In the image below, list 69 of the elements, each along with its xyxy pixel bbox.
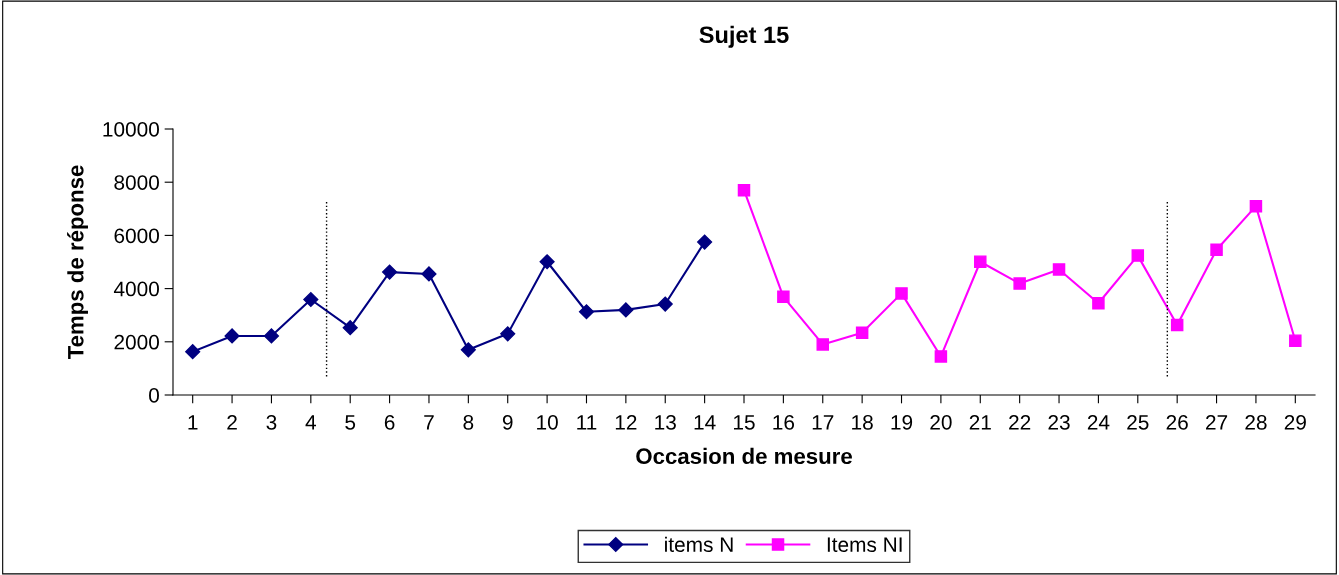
- x-tick-label: 16: [773, 414, 795, 430]
- point: [895, 287, 908, 300]
- x-axis-title: Occasion de mesure: [636, 447, 852, 465]
- point: [1289, 334, 1302, 347]
- x-tick-label: 2: [227, 414, 237, 430]
- x-tick-label: 27: [1206, 414, 1228, 430]
- x-tick-label: 13: [655, 414, 676, 430]
- x-tick-label: 6: [384, 414, 395, 430]
- x-tick-label: 15: [734, 415, 755, 430]
- x-tick-label: 7: [424, 415, 434, 430]
- y-tick-label: 4000: [113, 281, 159, 297]
- point: [224, 328, 240, 344]
- point: [855, 326, 869, 340]
- y-tick-label: 0: [149, 388, 159, 403]
- point: [421, 266, 437, 282]
- x-tick-label: 25: [1127, 414, 1149, 430]
- x-tick-label: 17: [812, 415, 834, 430]
- point: [697, 234, 713, 250]
- x-tick-label: 23: [1048, 414, 1070, 430]
- x-tick-label: 10: [537, 414, 558, 430]
- x-tick-label: 9: [502, 414, 513, 430]
- x-tick-label: 8: [463, 414, 474, 430]
- x-tick-label: 26: [1166, 414, 1188, 430]
- point: [342, 320, 358, 336]
- point: [1210, 243, 1223, 257]
- y-axis-title: Temps de réponse: [67, 165, 88, 360]
- point: [263, 328, 280, 344]
- point: [1131, 249, 1145, 262]
- point: [1170, 318, 1184, 332]
- x-tick-label: 1: [188, 415, 198, 430]
- x-tick-label: 11: [577, 415, 597, 430]
- point: [185, 344, 201, 360]
- legend-label: items N: [665, 536, 733, 552]
- x-tick-label: 18: [852, 414, 873, 430]
- chart-title: Sujet 15: [699, 25, 789, 48]
- point: [974, 255, 987, 268]
- x-tick-label: 19: [891, 414, 913, 430]
- point: [737, 183, 751, 197]
- y-tick-label: 8000: [114, 175, 159, 190]
- y-tick-label: 10000: [103, 122, 159, 137]
- x-tick-label: 29: [1284, 414, 1306, 430]
- point: [1092, 296, 1105, 310]
- point: [777, 290, 790, 304]
- point: [1249, 199, 1263, 213]
- point: [657, 296, 673, 312]
- x-tick-label: 22: [1009, 414, 1031, 430]
- x-tick-label: 3: [266, 414, 277, 430]
- x-tick-label: 21: [969, 414, 991, 430]
- point: [382, 264, 398, 280]
- legend-label: Items NI: [827, 537, 902, 552]
- y-tick-label: 2000: [114, 334, 159, 350]
- x-tick-label: 24: [1087, 414, 1110, 430]
- point: [816, 338, 830, 351]
- point: [578, 304, 595, 320]
- x-tick-label: 28: [1245, 414, 1267, 430]
- point: [618, 302, 634, 318]
- point: [1052, 263, 1066, 276]
- x-tick-label: 14: [694, 415, 716, 430]
- point: [303, 291, 319, 308]
- x-tick-label: 20: [930, 414, 952, 430]
- point: [1013, 277, 1026, 290]
- x-tick-label: 12: [615, 414, 637, 430]
- point: [539, 254, 555, 270]
- point: [460, 342, 476, 358]
- point: [500, 326, 516, 342]
- point: [934, 350, 948, 363]
- x-tick-label: 4: [305, 415, 317, 430]
- x-tick-label: 5: [345, 415, 356, 430]
- y-tick-label: 6000: [114, 228, 159, 244]
